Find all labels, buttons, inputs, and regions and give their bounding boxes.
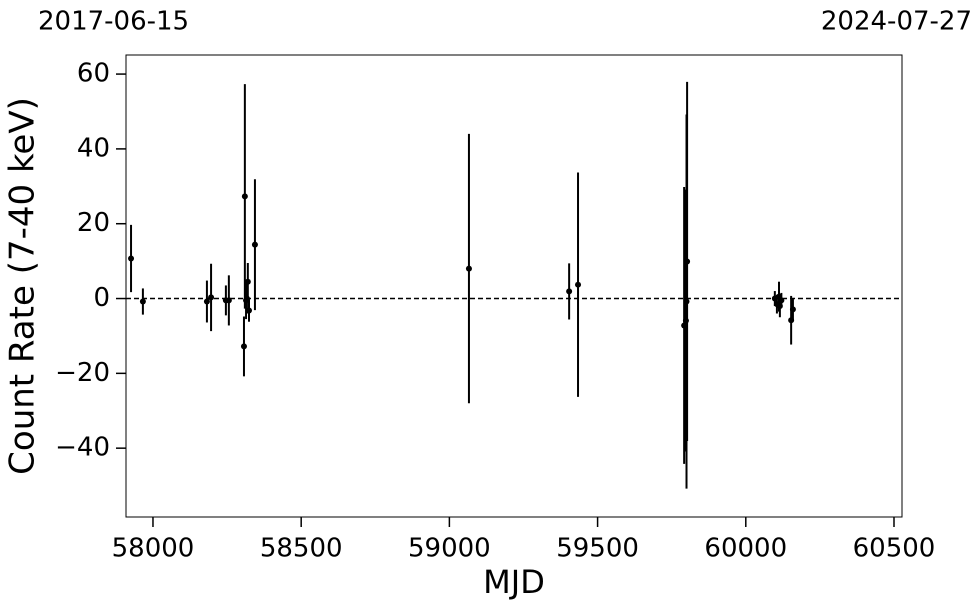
x-tick-label: 59500	[556, 534, 639, 564]
x-tick-label: 60000	[704, 534, 787, 564]
x-tick-label: 58000	[112, 534, 195, 564]
y-tick-label: 20	[77, 208, 110, 238]
y-axis-label: Count Rate (7-40 keV)	[3, 97, 43, 475]
data-point	[778, 297, 785, 304]
data-point	[465, 265, 472, 272]
data-point	[203, 298, 210, 305]
data-point	[139, 298, 146, 305]
data-point	[244, 278, 251, 285]
x-tick-label: 59000	[408, 534, 491, 564]
data-point	[208, 294, 215, 301]
top-left-label: 2017-06-15	[38, 7, 189, 37]
data-point	[789, 306, 796, 313]
y-tick-label: −40	[55, 433, 110, 463]
data-point	[128, 255, 135, 262]
data-point	[566, 288, 573, 295]
y-tick-label: −20	[55, 358, 110, 388]
y-tick-label: 0	[93, 283, 110, 313]
x-tick-label: 60500	[853, 534, 936, 564]
top-right-label: 2024-07-27	[821, 7, 972, 37]
data-point	[241, 193, 248, 200]
y-tick-label: 60	[77, 59, 110, 89]
data-point	[683, 298, 690, 305]
data-point	[246, 307, 253, 314]
y-tick-label: 40	[77, 133, 110, 163]
data-point	[240, 343, 247, 350]
data-point	[225, 297, 232, 304]
data-point	[251, 241, 258, 248]
x-tick-label: 58500	[260, 534, 343, 564]
plot-frame	[125, 54, 903, 518]
data-point	[575, 281, 582, 288]
x-axis-label: MJD	[483, 563, 545, 601]
